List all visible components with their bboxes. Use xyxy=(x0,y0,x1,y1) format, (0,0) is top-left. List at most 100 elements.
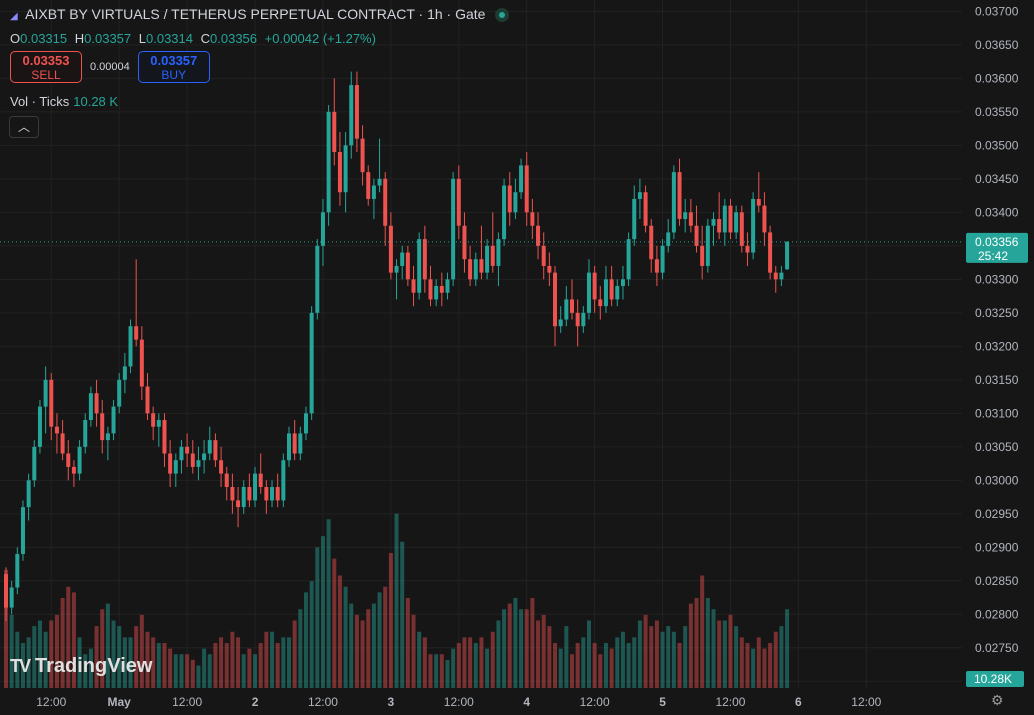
volume-legend[interactable]: Vol · Ticks 10.28 K xyxy=(10,94,118,109)
candle-body xyxy=(230,487,235,501)
volume-bar xyxy=(722,620,727,688)
candle-body xyxy=(360,138,365,173)
candle-body xyxy=(117,379,122,407)
volume-bar xyxy=(230,631,235,688)
volume-bar xyxy=(394,513,399,688)
volume-bar xyxy=(105,603,110,688)
time-tick-label: 12:00 xyxy=(172,695,202,709)
candle-body xyxy=(592,272,597,300)
candle-body xyxy=(332,111,337,153)
candle-body xyxy=(581,312,586,327)
price-tick-label: 0.03050 xyxy=(975,440,1019,454)
tradingview-logo[interactable]: TV TradingView xyxy=(10,655,152,678)
open-value: 0.03315 xyxy=(20,31,68,46)
volume-bar xyxy=(173,654,178,688)
time-tick-label: 12:00 xyxy=(580,695,610,709)
price-axis[interactable]: 0.03700 0.03650 0.03600 0.03550 0.03500 0.034… xyxy=(975,4,1019,688)
ohlc-values: O0.03315 H0.03357 L0.03314 C0.03356 +0.0… xyxy=(10,31,376,46)
candle-body xyxy=(287,433,291,461)
candle-body xyxy=(49,379,54,427)
buy-price: 0.03357 xyxy=(150,53,198,68)
volume-bar xyxy=(156,643,161,688)
time-tick-label: 6 xyxy=(795,695,802,709)
symbol-legend: ◢ AIXBT BY VIRTUALS / TETHERUS PERPETUAL… xyxy=(10,6,510,23)
time-tick-label: 12:00 xyxy=(715,695,745,709)
candle-body xyxy=(417,239,422,293)
price-tick-label: 0.03400 xyxy=(975,205,1019,219)
volume-bar xyxy=(264,631,269,688)
symbol-title[interactable]: AIXBT BY VIRTUALS / TETHERUS PERPETUAL C… xyxy=(25,6,486,22)
candle-body xyxy=(281,460,286,501)
candle-body xyxy=(88,393,93,421)
candle-body xyxy=(179,446,184,461)
volume-bar xyxy=(111,620,116,688)
sell-button[interactable]: 0.03353 SELL xyxy=(10,51,82,83)
price-tick-label: 0.03600 xyxy=(975,71,1019,85)
candle-body xyxy=(366,172,371,199)
candle-body xyxy=(411,279,416,293)
buy-button[interactable]: 0.03357 BUY xyxy=(137,51,210,83)
chart-grid xyxy=(0,0,962,688)
volume-legend-label: Vol · Ticks xyxy=(10,94,70,109)
candle-body xyxy=(303,413,308,434)
volume-tag-value: 10.28K xyxy=(974,672,1012,686)
candle-body xyxy=(688,212,693,226)
candle-body xyxy=(643,192,648,226)
open-label: O xyxy=(10,31,21,46)
volume-bar xyxy=(162,643,167,688)
volume-bar xyxy=(207,654,212,688)
candle-body xyxy=(405,252,410,280)
price-tick-label: 0.03200 xyxy=(975,339,1019,353)
volume-bar xyxy=(281,637,286,688)
time-axis[interactable]: 12:00 May 12:00 2 12:00 3 12:00 4 12:00 5 12:00 6 12… xyxy=(36,695,881,709)
time-tick-label: 5 xyxy=(659,695,666,709)
volume-bar xyxy=(134,626,139,688)
volume-bar xyxy=(360,620,365,688)
volume-bar xyxy=(9,614,14,688)
volume-bar xyxy=(620,631,625,688)
candle-body xyxy=(700,245,705,266)
price-tick-label: 0.03550 xyxy=(975,105,1019,119)
volume-bar xyxy=(292,620,297,688)
candle-body xyxy=(377,178,382,186)
volume-bar xyxy=(190,659,195,688)
volume-bar xyxy=(451,648,456,688)
volume-bar xyxy=(598,654,603,688)
volume-bar xyxy=(524,609,529,688)
volume-bar xyxy=(558,648,563,688)
trade-panel: 0.03353 SELL 0.00004 0.03357 BUY xyxy=(10,51,210,83)
volume-bar xyxy=(405,598,410,688)
candle-body xyxy=(739,212,744,246)
volume-bar xyxy=(581,637,586,688)
candle-body xyxy=(570,299,574,313)
volume-bar xyxy=(213,643,218,688)
candle-body xyxy=(615,286,620,300)
collapse-legend-button[interactable]: ︿ xyxy=(9,116,39,138)
candle-body xyxy=(111,406,116,434)
volume-bar xyxy=(513,598,518,688)
volume-bar xyxy=(456,643,461,688)
volume-bar xyxy=(739,637,744,688)
volume-bar xyxy=(411,614,416,688)
volume-bar xyxy=(258,643,263,688)
market-status-icon[interactable] xyxy=(495,8,510,23)
candle-body xyxy=(558,319,563,327)
price-tick-label: 0.02900 xyxy=(975,540,1019,554)
gear-icon[interactable]: ⚙ xyxy=(991,692,1004,708)
price-tick-label: 0.03650 xyxy=(975,38,1019,52)
candle-body xyxy=(536,225,541,246)
candle-body xyxy=(586,272,591,313)
volume-bar xyxy=(547,626,552,688)
volume-bar xyxy=(275,643,280,688)
price-tick-label: 0.03700 xyxy=(975,4,1019,18)
candle-body xyxy=(422,239,427,280)
volume-bar xyxy=(26,637,31,688)
volume-bar xyxy=(779,626,784,688)
candle-body xyxy=(94,393,99,414)
candle-body xyxy=(530,212,535,226)
candle-body xyxy=(236,500,241,508)
candle-body xyxy=(462,225,467,260)
candle-body xyxy=(722,205,727,233)
candle-body xyxy=(394,265,399,273)
